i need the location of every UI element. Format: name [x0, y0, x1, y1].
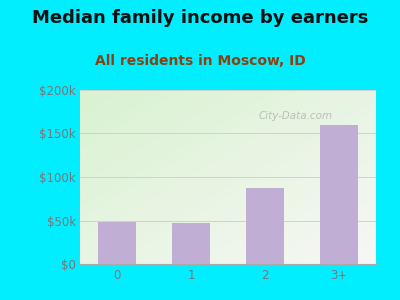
- Bar: [246, 188, 284, 264]
- Bar: [320, 125, 358, 264]
- Text: All residents in Moscow, ID: All residents in Moscow, ID: [95, 54, 305, 68]
- Text: City-Data.com: City-Data.com: [259, 111, 333, 121]
- Bar: [172, 223, 210, 264]
- Bar: [98, 222, 136, 264]
- Text: Median family income by earners: Median family income by earners: [32, 9, 368, 27]
